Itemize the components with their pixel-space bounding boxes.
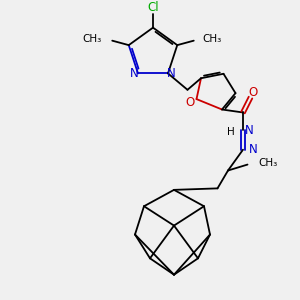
Text: CH₃: CH₃ <box>258 158 277 168</box>
Text: O: O <box>249 86 258 99</box>
Text: N: N <box>130 67 139 80</box>
Text: N: N <box>248 143 257 156</box>
Text: CH₃: CH₃ <box>203 34 222 44</box>
Text: O: O <box>186 96 195 109</box>
Text: N: N <box>167 67 176 80</box>
Text: CH₃: CH₃ <box>82 34 102 44</box>
Text: Cl: Cl <box>147 1 159 14</box>
Text: N: N <box>244 124 253 137</box>
Text: H: H <box>227 127 235 137</box>
